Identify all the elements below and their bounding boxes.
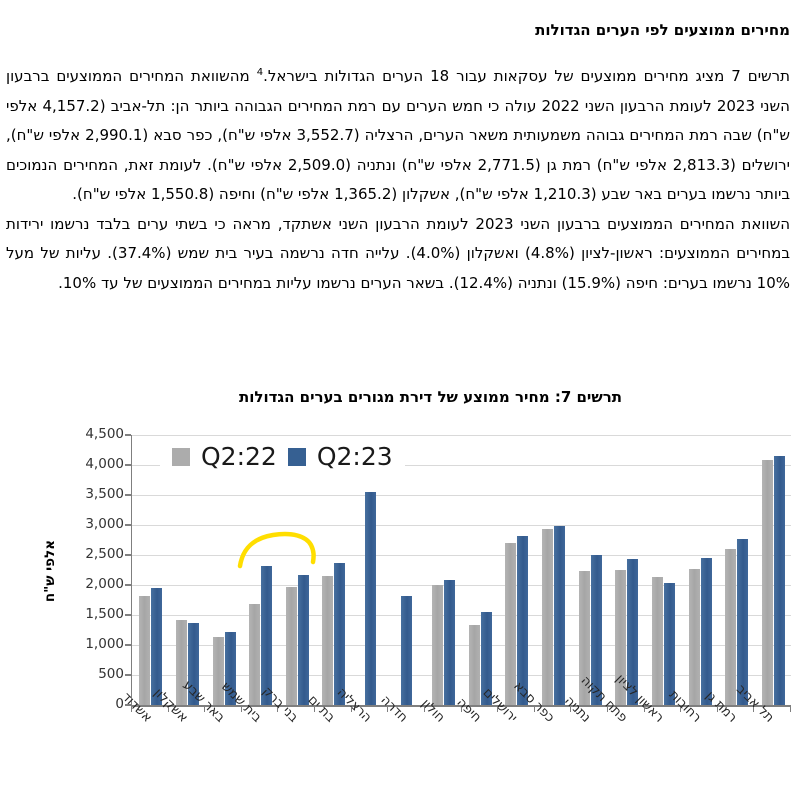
- y-tick-mark: [125, 464, 131, 466]
- y-tick-label: 4,500: [85, 426, 124, 442]
- x-tick-mark: [167, 707, 169, 712]
- x-tick-mark: [277, 707, 279, 712]
- gridline: [132, 614, 791, 616]
- y-tick-mark: [125, 704, 131, 706]
- bar-Q2-22-13: [578, 571, 590, 705]
- y-tick-mark: [125, 584, 131, 586]
- bar-Q2-22-10: [468, 624, 480, 705]
- bar-Q2-22-18: [761, 459, 773, 705]
- y-tick-label: 2,500: [85, 546, 124, 562]
- bar-Q2-23-15: [663, 582, 675, 705]
- bar-Q2-23-12: [554, 525, 565, 705]
- y-tick-mark: [125, 644, 131, 646]
- x-tick-mark: [716, 707, 718, 712]
- bar-Q2-22-17: [725, 549, 737, 705]
- bar-Q2-23-14: [627, 559, 639, 705]
- chart-canvas: תרשים 7: מחיר ממוצע של דירת מגורים בערים…: [0, 382, 797, 788]
- bar-Q2-22-3: [212, 636, 224, 705]
- x-tick-mark: [423, 707, 425, 712]
- bar-Q2-23-3: [224, 632, 236, 705]
- y-tick-label: 1,500: [85, 606, 124, 622]
- bar-Q2-23-6: [334, 562, 346, 705]
- bar-Q2-23-16: [700, 558, 712, 705]
- y-tick-label: 0: [115, 696, 124, 712]
- gridline: [132, 554, 791, 556]
- legend-label-q2-22: Q2:22: [201, 442, 277, 471]
- legend-swatch-q2-22: [172, 447, 190, 466]
- x-axis-labels: אשדוד אשקלון באר שבע בית שמש בני ברק בת ים הרצ…: [119, 671, 790, 786]
- paragraph-1: תרשים 7 מציג מחירים ממוצעים של עסקאות עב…: [0, 62, 797, 210]
- section-heading: מחירים ממוצעים לפי הערים הגדולות: [535, 21, 790, 39]
- paragraph-1-text: תרשים 7 מציג מחירים ממוצעים של עסקאות עב…: [263, 67, 791, 85]
- gridline: [132, 434, 791, 436]
- y-tick-mark: [125, 614, 131, 616]
- plot-area: Q2:22 Q2:23: [131, 434, 791, 707]
- paragraph-1-continuation: מהשוואת המחירים הממוצעים ברבעון השני 202…: [6, 67, 790, 203]
- bar-Q2-22-2: [175, 619, 187, 705]
- x-tick-mark: [533, 707, 535, 712]
- bar-Q2-23-10: [480, 611, 492, 705]
- bar-Q2-23-5: [297, 574, 309, 705]
- x-tick-mark: [680, 707, 682, 712]
- x-tick-mark: [350, 707, 352, 712]
- bar-Q2-22-4: [249, 604, 261, 705]
- bar-Q2-23-18: [773, 455, 785, 705]
- bar-Q2-23-13: [590, 554, 602, 705]
- bar-Q2-23-1: [151, 588, 163, 705]
- bar-Q2-22-9: [432, 585, 444, 705]
- y-tick-label: 3,500: [85, 486, 124, 502]
- x-tick-mark: [240, 707, 242, 712]
- gridline: [132, 644, 791, 646]
- gridline: [132, 524, 791, 526]
- y-tick-label: 4,000: [85, 456, 124, 472]
- y-tick-mark: [125, 434, 131, 436]
- footnote-marker: 4: [256, 67, 264, 78]
- bar-Q2-22-11: [505, 543, 517, 705]
- gridline: [132, 674, 791, 676]
- bar-Q2-23-2: [187, 623, 199, 705]
- gridline: [132, 464, 791, 466]
- x-tick-mark: [314, 707, 316, 712]
- bar-Q2-23-11: [517, 536, 529, 705]
- x-tick-mark: [570, 707, 572, 712]
- x-tick-mark: [790, 707, 791, 712]
- y-tick-mark: [125, 524, 131, 526]
- bar-Q2-23-7: [364, 491, 376, 705]
- chart-figure: תרשים 7: מחיר ממוצע של דירת מגורים בערים…: [0, 382, 797, 788]
- x-tick-mark: [497, 707, 499, 712]
- bar-Q2-22-12: [542, 529, 553, 705]
- bar-Q2-22-1: [139, 595, 151, 705]
- y-tick-mark: [125, 674, 131, 676]
- chart-legend: Q2:22 Q2:23: [160, 440, 405, 473]
- y-tick-label: 3,000: [85, 516, 124, 532]
- y-tick-label: 1,000: [85, 636, 124, 652]
- bar-Q2-23-9: [444, 579, 456, 705]
- bar-Q2-22-15: [651, 576, 663, 705]
- bar-Q2-23-4: [261, 566, 273, 705]
- legend-label-q2-23: Q2:23: [316, 442, 393, 471]
- bar-Q2-22-5: [285, 586, 297, 705]
- chart-title: תרשים 7: מחיר ממוצע של דירת מגורים בערים…: [238, 388, 623, 406]
- x-tick-mark: [606, 707, 608, 712]
- bar-Q2-22-16: [688, 568, 700, 705]
- gridline: [132, 494, 791, 496]
- y-tick-label: 500: [98, 666, 124, 682]
- bar-Q2-22-6: [322, 575, 334, 705]
- y-tick-label: 2,000: [85, 576, 124, 592]
- paragraph-2: השוואת המחירים הממוצעים ברבעון השני 2023…: [6, 214, 790, 292]
- y-tick-mark: [125, 554, 131, 556]
- x-tick-mark: [643, 707, 645, 712]
- x-tick-mark: [387, 707, 389, 712]
- x-tick-mark: [131, 707, 132, 712]
- legend-swatch-q2-23: [287, 447, 306, 466]
- x-tick-mark: [753, 707, 755, 712]
- y-tick-mark: [125, 494, 131, 496]
- x-tick-mark: [460, 707, 462, 712]
- bar-Q2-23-17: [737, 538, 749, 705]
- gridline: [132, 584, 791, 586]
- x-tick-mark: [204, 707, 206, 712]
- bar-Q2-23-8: [401, 595, 413, 705]
- bar-Q2-22-14: [615, 570, 627, 705]
